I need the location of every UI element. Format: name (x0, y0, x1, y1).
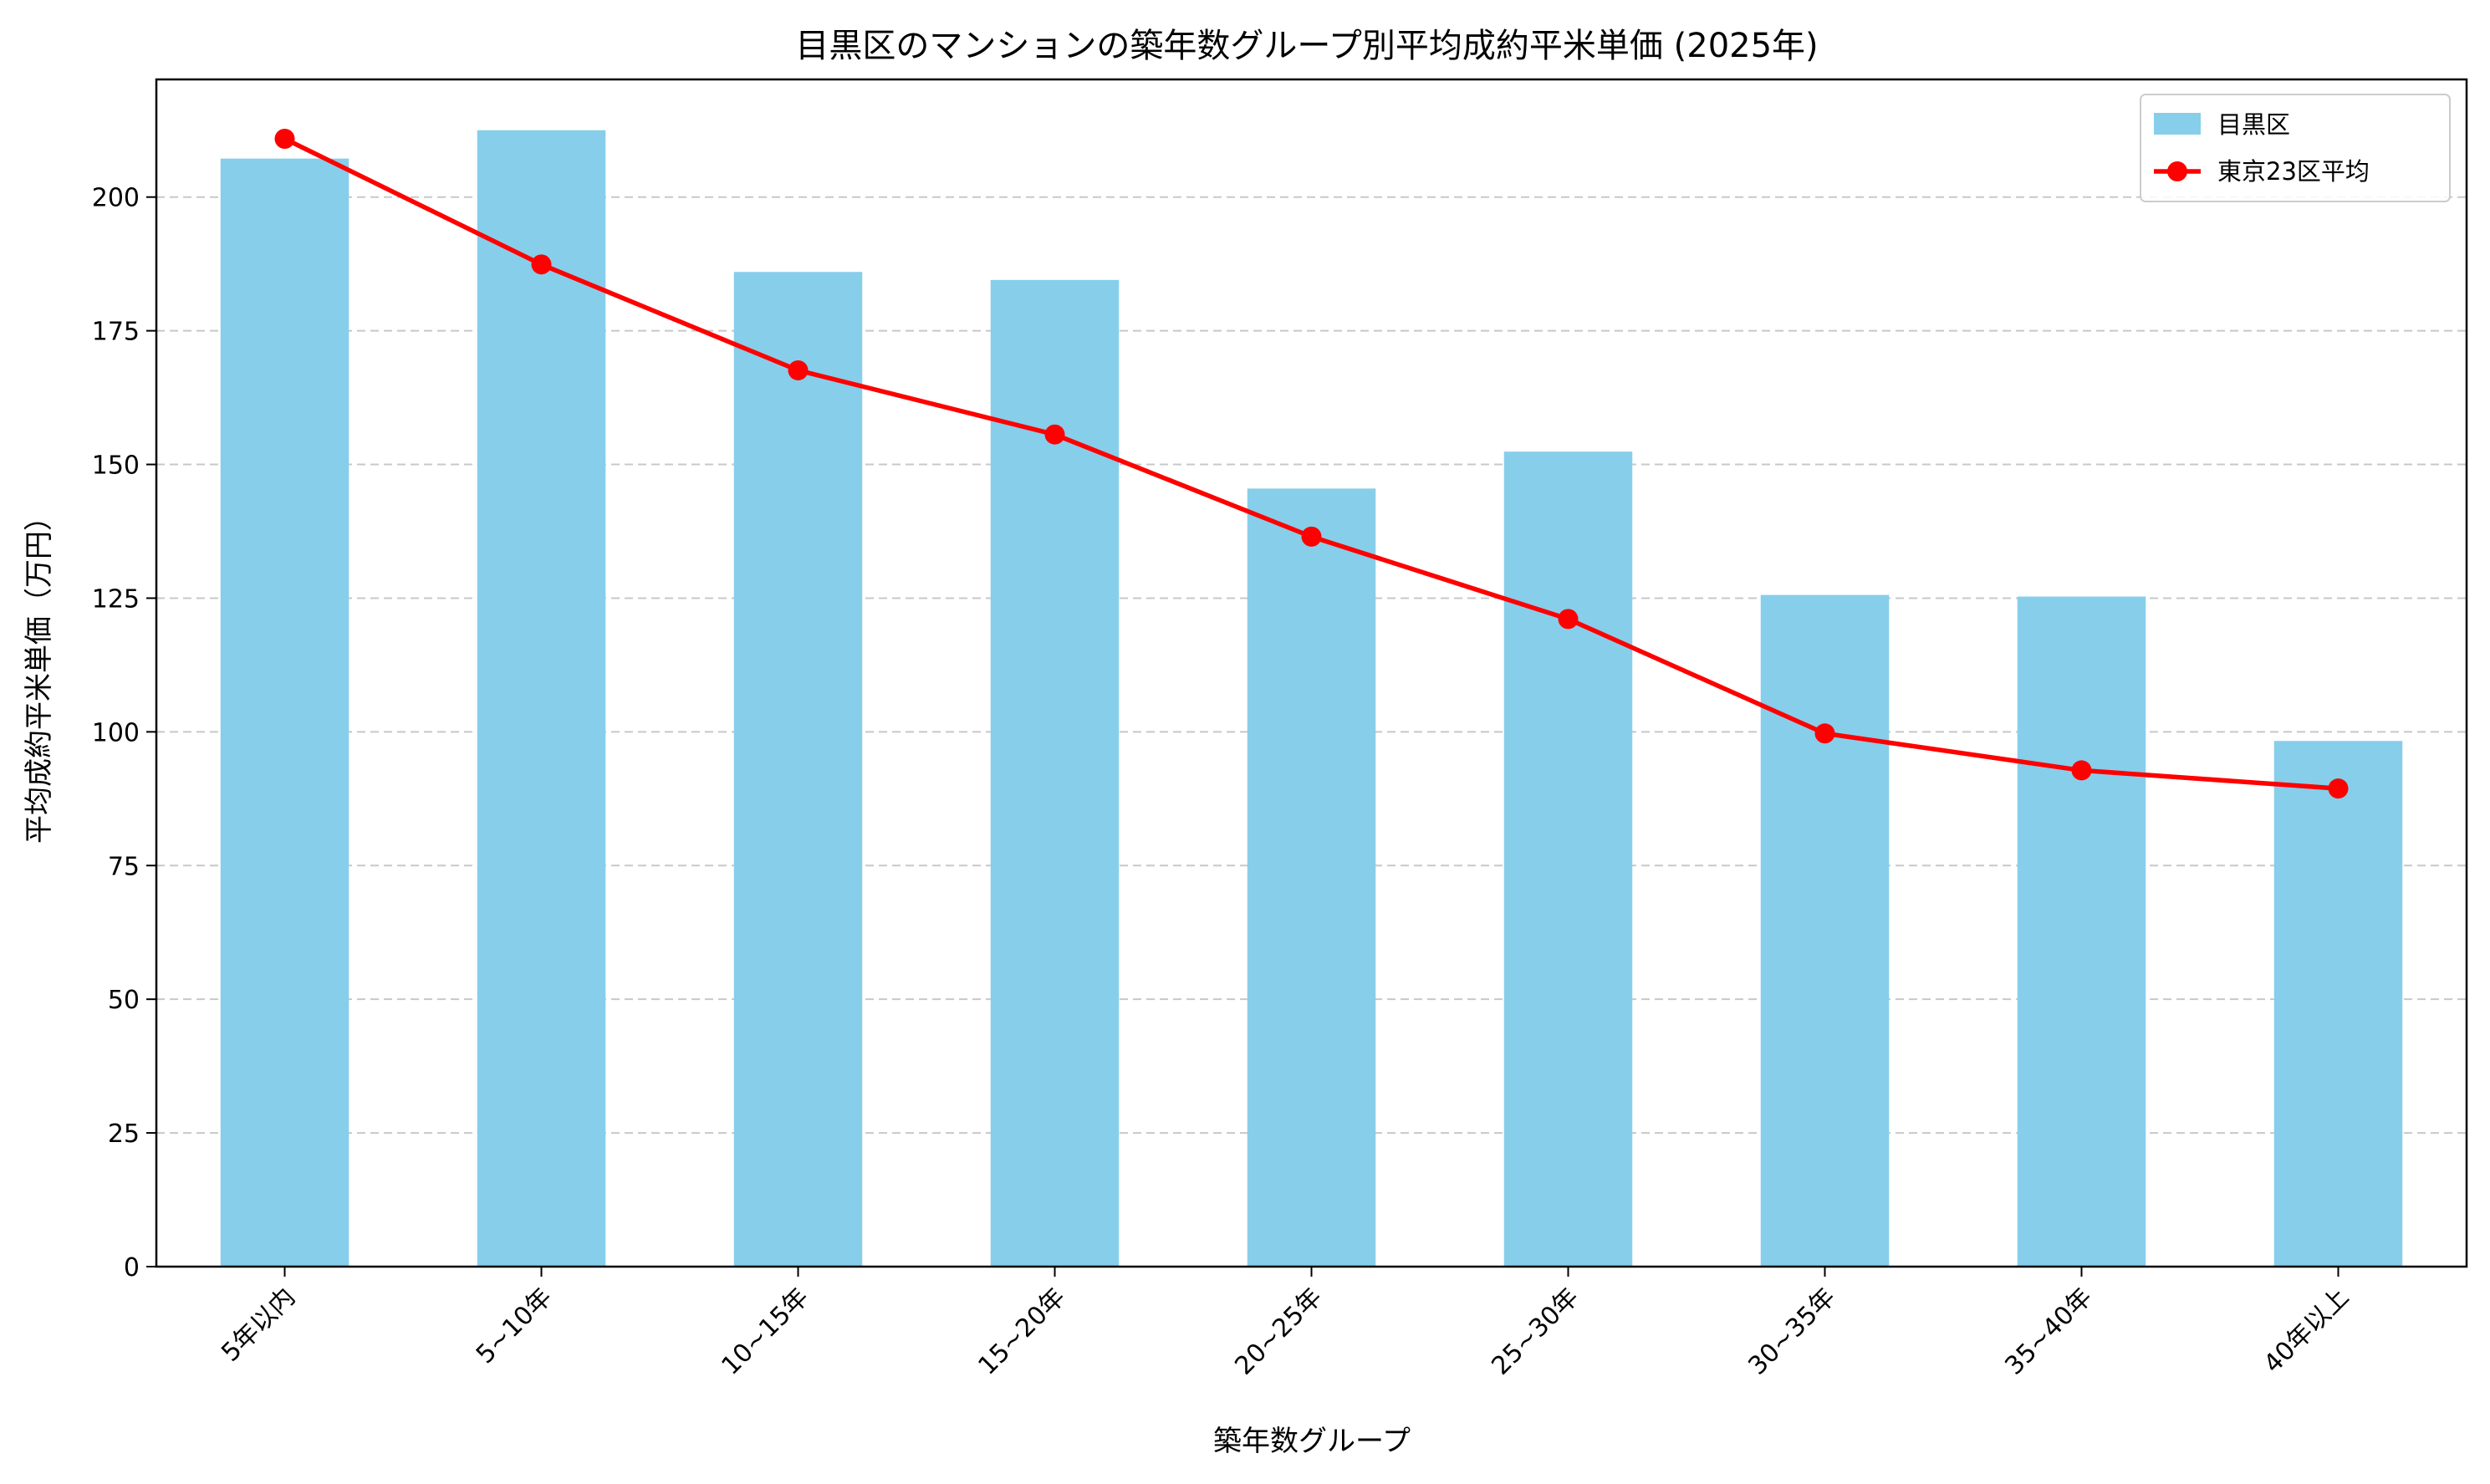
line-point-1 (274, 129, 295, 149)
x-axis-label: 築年数グループ (1213, 1425, 1411, 1458)
y-tick-label: 150 (92, 451, 140, 481)
line-point-9 (2328, 778, 2349, 799)
line-series-tokyo23 (274, 129, 2349, 799)
legend-label-meguro: 目黒区 (2217, 110, 2290, 139)
legend-label-tokyo23: 東京23区平均 (2217, 157, 2370, 186)
bar-series-meguro (220, 130, 2403, 1267)
y-axis-label: 平均成約平米単価（万円） (23, 502, 56, 844)
line-point-3 (788, 360, 809, 380)
line-point-2 (531, 254, 552, 275)
y-tick-label: 50 (108, 986, 140, 1015)
bar-3 (733, 272, 863, 1267)
line-point-7 (1814, 723, 1835, 744)
bar-7 (1760, 594, 1890, 1267)
y-tick-label: 75 (108, 852, 140, 881)
bar-2 (477, 130, 606, 1267)
y-tick-label: 200 (92, 184, 140, 213)
line-point-6 (1558, 609, 1579, 630)
y-axis-ticks: 0 25 50 75 100 125 150 175 200 (92, 184, 156, 1283)
line-point-8 (2071, 760, 2092, 781)
legend-swatch-marker (2167, 161, 2187, 181)
bar-9 (2273, 741, 2403, 1267)
line-point-4 (1044, 424, 1065, 445)
y-tick-label: 0 (124, 1253, 140, 1283)
y-tick-label: 25 (108, 1119, 140, 1149)
chart-title: 目黒区のマンションの築年数グループ別平均成約平米単価 (2025年) (795, 27, 1818, 65)
bar-1 (220, 158, 350, 1267)
legend-swatch-bar (2154, 113, 2201, 135)
y-tick-label: 100 (92, 718, 140, 747)
line-point-5 (1301, 526, 1322, 547)
bar-8 (2017, 596, 2146, 1267)
y-tick-label: 175 (92, 318, 140, 347)
y-tick-label: 125 (92, 584, 140, 614)
bar-5 (1247, 488, 1376, 1267)
legend-box (2140, 94, 2451, 202)
bar-6 (1503, 451, 1633, 1267)
